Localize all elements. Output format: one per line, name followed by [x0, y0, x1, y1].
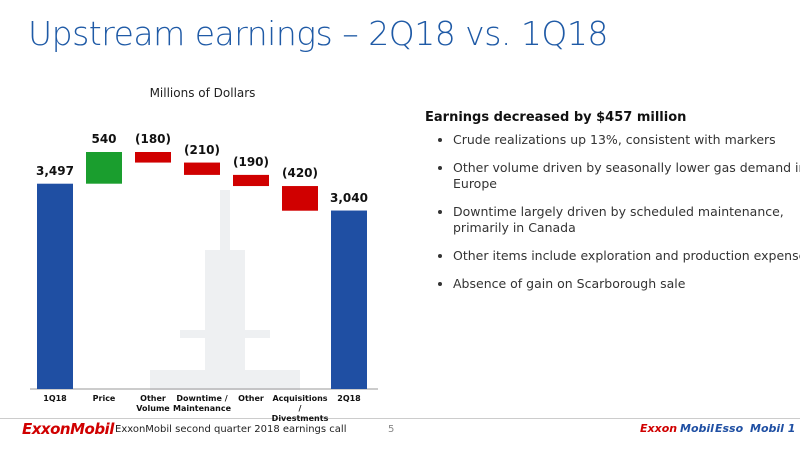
slide-title: Upstream earnings – 2Q18 vs. 1Q18 — [28, 14, 608, 53]
category-label: 2Q18 — [337, 394, 361, 403]
page-number: 5 — [388, 424, 395, 435]
brand-logo: Esso — [715, 422, 744, 435]
brand-logo: Exxon — [640, 422, 678, 435]
bullet: Crude realizations up 13%, consistent wi… — [453, 132, 800, 148]
category-label: Price — [92, 394, 116, 403]
bar — [86, 152, 122, 184]
value-label: (180) — [134, 132, 172, 146]
value-label: 3,497 — [36, 163, 74, 178]
bar — [233, 174, 269, 187]
value-label: 540 — [91, 132, 117, 146]
category-label: Other — [238, 394, 264, 403]
bar — [282, 186, 318, 211]
panel-heading: Earnings decreased by $457 million — [425, 110, 687, 125]
footer-logo: ExxonMobil — [22, 420, 114, 438]
bullet: Absence of gain on Scarborough sale — [453, 276, 800, 292]
chart — [30, 152, 378, 390]
value-label: (190) — [232, 154, 270, 169]
category-label: Acquisitions / Divestments — [271, 394, 329, 423]
bullet: Downtime largely driven by scheduled mai… — [453, 204, 800, 236]
value-label: (210) — [183, 142, 221, 157]
category-label: Other Volume — [136, 394, 170, 413]
bar — [184, 162, 220, 175]
background-rig — [150, 190, 300, 390]
category-label: 1Q18 — [43, 394, 67, 403]
brand-logo: Mobil 1 — [750, 422, 796, 435]
bar — [331, 210, 367, 389]
bullet: Other items include exploration and prod… — [453, 248, 800, 264]
brand-logo: Mobil — [680, 422, 714, 435]
value-label: (420) — [281, 166, 319, 181]
footer-rule — [0, 418, 800, 419]
category-label: Downtime / Maintenance — [173, 394, 232, 413]
bar — [37, 183, 73, 389]
chart-subtitle: Millions of Dollars — [149, 86, 256, 100]
bar — [135, 152, 171, 163]
footer-text: ExxonMobil second quarter 2018 earnings … — [115, 424, 347, 435]
bullet-list: Crude realizations up 13%, consistent wi… — [425, 132, 800, 304]
value-label: 3,040 — [330, 190, 368, 205]
bullet: Other volume driven by seasonally lower … — [453, 160, 800, 192]
